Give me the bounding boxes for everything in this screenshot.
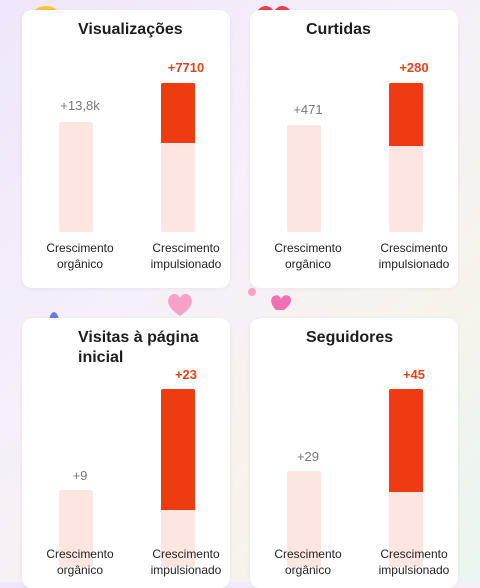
card-title: Curtidas [306, 21, 371, 38]
organic-label: Crescimento orgânico [274, 547, 342, 577]
boosted-bar [389, 389, 423, 567]
boosted-bar [161, 83, 195, 232]
stat-card: Seguidores +29 +45 Crescimento orgânico Cres… [250, 318, 458, 588]
boosted-value: +280 [399, 60, 429, 75]
organic-label: Crescimento orgânico [46, 241, 114, 271]
boosted-value: +45 [402, 367, 426, 382]
organic-value: +13,8k [60, 98, 100, 113]
boosted-value: +23 [174, 367, 198, 382]
boosted-value: +7710 [167, 60, 205, 75]
card-title: Visitas à página inicial [78, 329, 199, 366]
organic-value: +29 [296, 449, 320, 464]
boosted-bar [389, 83, 423, 232]
organic-value: +9 [72, 468, 88, 483]
boosted-bar-highlight [389, 389, 423, 492]
stat-card: Visualizações +13,8k +7710 Crescimento orgâ… [22, 10, 230, 288]
organic-label: Crescimento orgânico [274, 241, 342, 271]
organic-bar [287, 125, 321, 232]
boosted-label: Crescimento impulsionado [150, 547, 222, 577]
boosted-bar [161, 389, 195, 567]
organic-bar [287, 471, 321, 567]
boosted-bar-highlight [161, 83, 195, 143]
stat-card: Visitas à página inicial +9 +23 Crescimento… [22, 318, 230, 588]
organic-bar [59, 490, 93, 567]
boosted-label: Crescimento impulsionado [378, 547, 450, 577]
stat-card: Curtidas +471 +280 Crescimento orgânico Cres… [250, 10, 458, 288]
emoji-hearts [168, 293, 192, 316]
organic-label: Crescimento orgânico [46, 547, 114, 577]
boosted-label: Crescimento impulsionado [378, 241, 450, 271]
boosted-label: Crescimento impulsionado [150, 241, 222, 271]
boosted-bar-highlight [389, 83, 423, 146]
card-title: Seguidores [306, 329, 394, 346]
boosted-bar-highlight [161, 389, 195, 510]
organic-value: +471 [293, 102, 323, 117]
organic-bar [59, 122, 93, 232]
card-title: Visualizações [78, 21, 183, 38]
